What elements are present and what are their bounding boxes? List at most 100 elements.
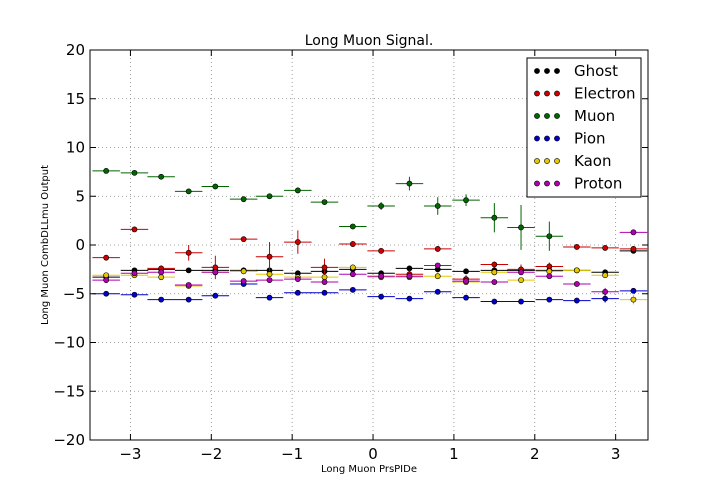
proton-point (546, 273, 553, 280)
muon-point (266, 193, 273, 200)
pion-point (573, 297, 580, 304)
muon-point (406, 180, 413, 187)
pion-point (546, 296, 553, 303)
legend-marker-ghost (534, 68, 540, 74)
pion-point (131, 291, 138, 298)
muon-point (321, 199, 328, 205)
muon-point (103, 167, 110, 174)
muon-point (185, 188, 192, 195)
proton-point (434, 262, 441, 269)
pion-point (378, 293, 385, 300)
y-tick-label: 0 (75, 236, 85, 254)
kaon-point (240, 268, 247, 275)
proton-point (103, 277, 110, 283)
y-tick-label: −10 (53, 334, 85, 352)
y-tick-label: −5 (63, 285, 85, 303)
legend-label-pion: Pion (574, 130, 606, 148)
muon-point (294, 187, 301, 194)
proton-point (378, 273, 385, 280)
legend-marker-pion (554, 135, 560, 142)
legend-label-proton: Proton (574, 175, 622, 193)
x-tick-label: 0 (368, 445, 378, 463)
kaon-point (491, 269, 498, 276)
x-tick-label: −1 (281, 445, 303, 463)
kaon-point (158, 274, 165, 281)
legend-marker-kaon (544, 158, 550, 164)
kaon-point (518, 277, 524, 283)
muon-point (491, 214, 498, 221)
muon-point (463, 197, 469, 204)
legend-marker-pion (544, 135, 550, 142)
proton-point (212, 269, 219, 276)
electron-point (602, 245, 609, 251)
legend-marker-proton (534, 180, 540, 187)
legend-marker-proton (544, 180, 550, 187)
pion-point (630, 287, 637, 294)
legend-marker-electron (534, 90, 540, 97)
electron-point (630, 245, 637, 252)
electron-point (103, 254, 110, 261)
proton-point (630, 229, 637, 236)
pion-point (103, 290, 110, 297)
y-tick-label: −20 (53, 431, 85, 449)
proton-point (602, 288, 609, 295)
legend-marker-ghost (544, 68, 550, 74)
data-series (92, 167, 648, 305)
proton-point (321, 279, 328, 285)
proton-point (573, 281, 580, 287)
muon-point (212, 183, 219, 190)
series-electron (92, 226, 648, 284)
legend-box (526, 57, 642, 198)
proton-point (131, 270, 138, 277)
proton-point (185, 282, 192, 288)
pion-point (158, 296, 165, 303)
legend: Ghost Electron Muon Pion Kaon Proton (526, 57, 642, 198)
legend-marker-muon (554, 113, 560, 119)
x-axis-label: Long Muon PrsPIDe (321, 464, 417, 475)
kaon-point (434, 273, 441, 280)
muon-point (349, 223, 356, 230)
muon-point (518, 224, 524, 231)
legend-label-electron: Electron (574, 85, 636, 103)
legend-marker-pion (534, 135, 540, 142)
electron-point (266, 253, 273, 260)
y-axis-label: Long Muon CombDLLmu Output (40, 165, 51, 325)
electron-point (546, 263, 553, 270)
kaon-point (103, 272, 110, 279)
pion-point (349, 286, 356, 293)
electron-point (294, 239, 301, 245)
legend-label-kaon: Kaon (574, 152, 611, 170)
y-tick-label: 5 (75, 187, 85, 205)
kaon-point (266, 271, 273, 278)
pion-point (602, 295, 609, 302)
muon-point (131, 169, 138, 176)
ghost-point (406, 265, 413, 272)
legend-label-ghost: Ghost (574, 62, 618, 80)
electron-point (573, 244, 580, 250)
ghost-point (463, 268, 469, 275)
electron-point (321, 264, 328, 271)
proton-point (158, 269, 165, 276)
kaon-point (546, 268, 553, 275)
legend-marker-ghost (554, 68, 560, 74)
pion-point (491, 298, 498, 305)
pion-point (518, 298, 524, 305)
x-tick-label: 2 (530, 445, 540, 463)
x-tick-label: −2 (200, 445, 222, 463)
legend-marker-proton (554, 180, 560, 187)
y-tick-label: 20 (66, 41, 85, 59)
pion-point (212, 292, 219, 299)
pion-point (185, 296, 192, 303)
legend-marker-muon (534, 113, 540, 119)
electron-point (434, 245, 441, 252)
proton-point (349, 271, 356, 278)
legend-marker-muon (544, 113, 550, 119)
series-proton (92, 229, 648, 296)
x-tick-label: 3 (611, 445, 621, 463)
proton-point (463, 278, 469, 284)
pion-point (294, 289, 301, 296)
y-tick-label: 10 (66, 139, 85, 157)
proton-point (266, 277, 273, 283)
y-tick-label: 15 (66, 90, 85, 108)
